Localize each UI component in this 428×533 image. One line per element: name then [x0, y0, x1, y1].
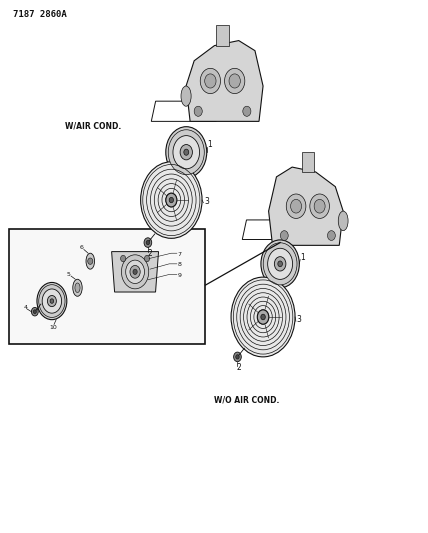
- Bar: [217, 26, 229, 46]
- Text: 7187 2860A: 7187 2860A: [14, 10, 67, 19]
- Text: 5: 5: [67, 272, 71, 277]
- Circle shape: [180, 144, 193, 160]
- Ellipse shape: [338, 211, 348, 231]
- Circle shape: [169, 197, 173, 203]
- Circle shape: [263, 243, 297, 285]
- Circle shape: [37, 282, 67, 320]
- Text: 3: 3: [204, 197, 209, 206]
- Circle shape: [286, 194, 306, 219]
- Polygon shape: [112, 252, 158, 292]
- Circle shape: [261, 314, 265, 320]
- Circle shape: [194, 106, 202, 116]
- Polygon shape: [186, 41, 263, 122]
- Circle shape: [327, 231, 335, 240]
- Circle shape: [234, 352, 241, 362]
- Circle shape: [122, 255, 149, 289]
- Circle shape: [257, 310, 269, 324]
- Circle shape: [184, 149, 189, 155]
- Circle shape: [291, 199, 302, 213]
- Text: 9: 9: [178, 273, 182, 278]
- Circle shape: [88, 258, 93, 264]
- Circle shape: [166, 193, 177, 207]
- Text: 4: 4: [24, 305, 28, 310]
- Circle shape: [229, 74, 241, 88]
- Circle shape: [121, 255, 126, 262]
- Circle shape: [280, 231, 288, 240]
- Circle shape: [146, 240, 150, 245]
- Circle shape: [231, 277, 295, 357]
- Circle shape: [168, 130, 204, 175]
- Circle shape: [144, 238, 152, 247]
- Text: 8: 8: [178, 262, 181, 268]
- Circle shape: [278, 261, 282, 266]
- Bar: [302, 152, 314, 172]
- Polygon shape: [269, 167, 343, 245]
- Circle shape: [261, 240, 299, 288]
- Circle shape: [200, 68, 220, 94]
- Text: 10: 10: [50, 325, 57, 330]
- Circle shape: [173, 135, 199, 169]
- Circle shape: [133, 269, 137, 274]
- Circle shape: [274, 257, 286, 271]
- Ellipse shape: [73, 279, 82, 296]
- Circle shape: [166, 127, 207, 177]
- Circle shape: [48, 295, 56, 306]
- Circle shape: [310, 194, 330, 219]
- Circle shape: [243, 106, 251, 116]
- Circle shape: [31, 308, 38, 316]
- Circle shape: [42, 289, 62, 313]
- Circle shape: [50, 299, 54, 303]
- Circle shape: [236, 355, 239, 359]
- Ellipse shape: [75, 283, 80, 293]
- Circle shape: [130, 265, 140, 278]
- Text: 6: 6: [80, 246, 83, 251]
- Circle shape: [145, 255, 149, 262]
- Text: 1: 1: [208, 140, 212, 149]
- Ellipse shape: [181, 86, 191, 106]
- Circle shape: [141, 162, 202, 238]
- Text: 2: 2: [237, 363, 241, 372]
- Circle shape: [39, 285, 65, 318]
- Circle shape: [33, 310, 36, 313]
- Text: W/AIR COND.: W/AIR COND.: [65, 122, 121, 130]
- Circle shape: [126, 260, 145, 284]
- Text: 7: 7: [178, 252, 182, 257]
- Circle shape: [314, 199, 325, 213]
- Ellipse shape: [86, 253, 95, 269]
- Circle shape: [225, 68, 245, 94]
- Circle shape: [268, 248, 293, 279]
- Text: 2: 2: [147, 249, 152, 258]
- Circle shape: [205, 74, 216, 88]
- Text: 1: 1: [300, 253, 305, 262]
- Text: 3: 3: [296, 316, 301, 324]
- Text: W/O AIR COND.: W/O AIR COND.: [214, 395, 279, 404]
- Bar: [9, 229, 205, 344]
